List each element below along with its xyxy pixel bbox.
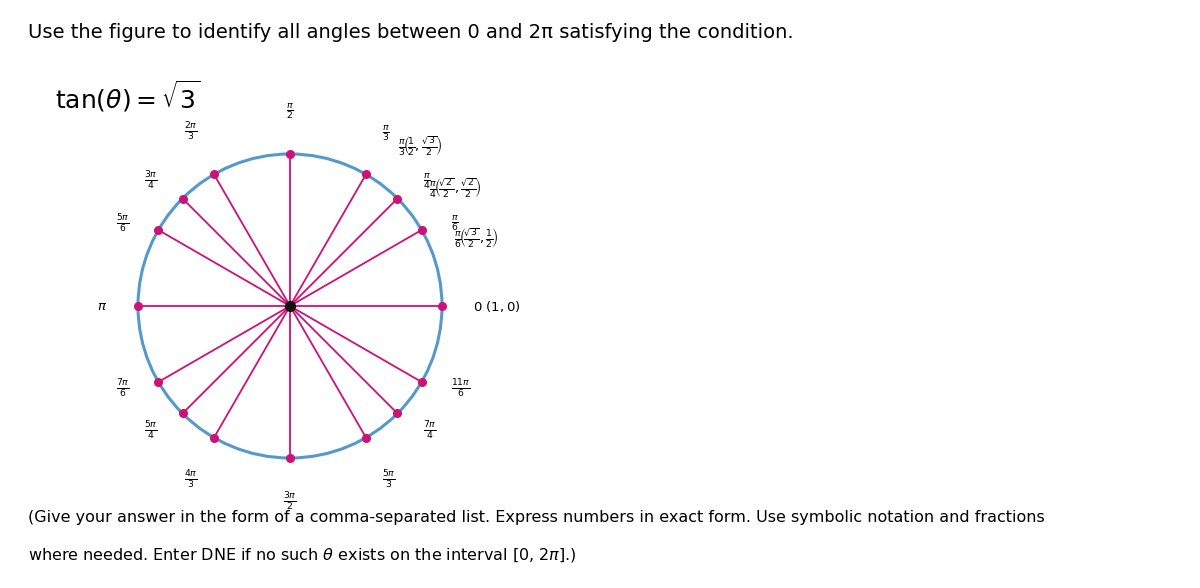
Text: $\frac{5\pi}{4}$: $\frac{5\pi}{4}$ <box>144 420 157 442</box>
Text: $\frac{5\pi}{6}$: $\frac{5\pi}{6}$ <box>115 212 130 235</box>
Text: $\frac{\pi}{4}$: $\frac{\pi}{4}$ <box>422 172 431 191</box>
Text: $\frac{\pi}{6}\!\left(\!\frac{\sqrt{3}}{2},\frac{1}{2}\!\right)$: $\frac{\pi}{6}\!\left(\!\frac{\sqrt{3}}{… <box>454 226 498 250</box>
Text: $\frac{\pi}{6}$: $\frac{\pi}{6}$ <box>451 214 458 233</box>
Text: $\frac{2\pi}{3}$: $\frac{2\pi}{3}$ <box>184 121 198 143</box>
Text: $\frac{5\pi}{3}$: $\frac{5\pi}{3}$ <box>383 469 396 491</box>
Text: $\frac{7\pi}{4}$: $\frac{7\pi}{4}$ <box>422 420 437 442</box>
Text: $\frac{3\pi}{4}$: $\frac{3\pi}{4}$ <box>144 171 157 192</box>
Text: $\frac{\pi}{3}\!\left(\!\frac{1}{2},\frac{\sqrt{3}}{2}\!\right)$: $\frac{\pi}{3}\!\left(\!\frac{1}{2},\fra… <box>398 135 442 158</box>
Text: $\frac{11\pi}{6}$: $\frac{11\pi}{6}$ <box>451 377 470 400</box>
Text: $\frac{7\pi}{6}$: $\frac{7\pi}{6}$ <box>115 377 130 400</box>
Text: $\frac{4\pi}{3}$: $\frac{4\pi}{3}$ <box>184 469 198 491</box>
Text: Use the figure to identify all angles between 0 and 2π satisfying the condition.: Use the figure to identify all angles be… <box>28 23 793 42</box>
Text: $\frac{\pi}{2}$: $\frac{\pi}{2}$ <box>286 102 294 121</box>
Text: $\pi$: $\pi$ <box>97 299 107 312</box>
Text: $\frac{3\pi}{2}$: $\frac{3\pi}{2}$ <box>283 491 296 513</box>
Text: (Give your answer in the form of a comma-separated list. Express numbers in exac: (Give your answer in the form of a comma… <box>28 510 1045 525</box>
Text: where needed. Enter DNE if no such $\theta$ exists on the interval [0, 2$\pi$].): where needed. Enter DNE if no such $\the… <box>28 546 577 564</box>
Text: $\tan (\theta) = \sqrt{3}$: $\tan (\theta) = \sqrt{3}$ <box>55 78 200 113</box>
Text: $0\ (1,0)$: $0\ (1,0)$ <box>473 299 521 313</box>
Text: $\frac{\pi}{4}\!\left(\!\frac{\sqrt{2}}{2},\frac{\sqrt{2}}{2}\!\right)$: $\frac{\pi}{4}\!\left(\!\frac{\sqrt{2}}{… <box>430 177 481 200</box>
Text: $\frac{\pi}{3}$: $\frac{\pi}{3}$ <box>383 123 390 143</box>
